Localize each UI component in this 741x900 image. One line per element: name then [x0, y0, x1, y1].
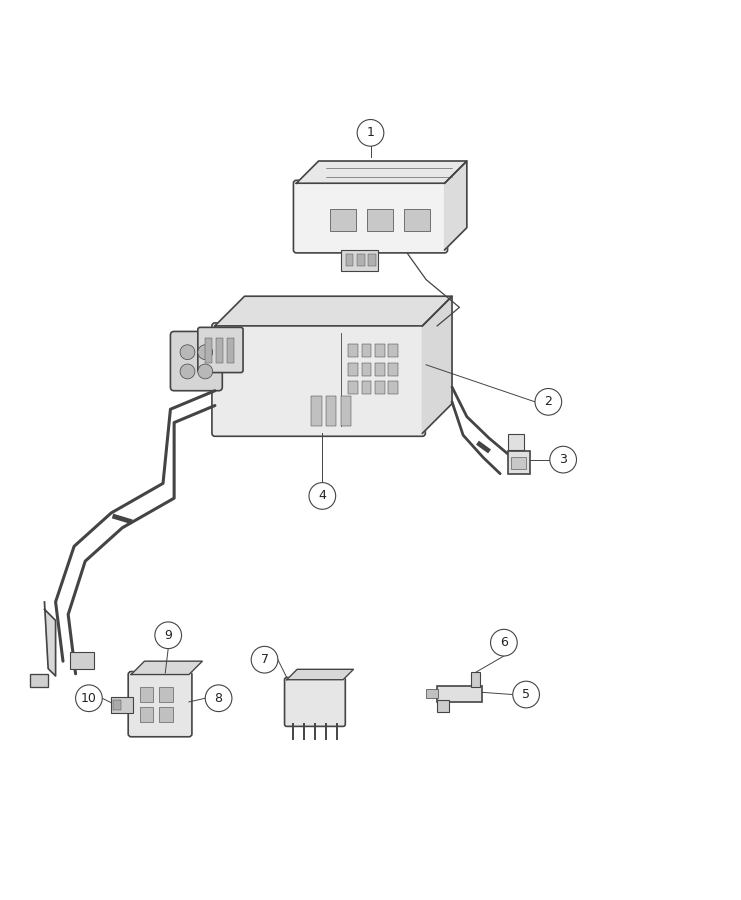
Circle shape	[198, 364, 213, 379]
Circle shape	[309, 482, 336, 509]
Bar	[362, 363, 371, 376]
Bar	[508, 452, 530, 473]
Bar	[140, 707, 153, 722]
Bar	[205, 338, 212, 363]
Bar	[216, 338, 223, 363]
Bar	[111, 697, 133, 713]
Bar	[348, 344, 358, 357]
Bar	[375, 381, 385, 394]
Bar	[326, 396, 336, 426]
Text: 4: 4	[319, 490, 326, 502]
Bar	[375, 344, 385, 357]
Circle shape	[535, 389, 562, 415]
Circle shape	[180, 364, 195, 379]
Circle shape	[205, 685, 232, 712]
Text: 3: 3	[559, 453, 567, 466]
FancyBboxPatch shape	[285, 678, 345, 726]
Bar	[508, 434, 524, 450]
Text: 2: 2	[545, 395, 552, 409]
Bar	[311, 396, 322, 426]
Text: 6: 6	[500, 636, 508, 649]
Polygon shape	[215, 296, 452, 326]
Bar	[388, 363, 398, 376]
Bar	[426, 689, 438, 698]
Bar	[368, 255, 376, 266]
Circle shape	[550, 446, 576, 473]
Bar	[227, 338, 234, 363]
Bar	[140, 687, 153, 702]
Bar	[346, 255, 353, 266]
Polygon shape	[287, 670, 353, 680]
Bar	[113, 699, 121, 710]
Bar	[159, 687, 173, 702]
Circle shape	[513, 681, 539, 708]
FancyBboxPatch shape	[128, 671, 192, 737]
Text: 5: 5	[522, 688, 530, 701]
Bar	[159, 707, 173, 722]
Bar	[367, 209, 393, 231]
FancyBboxPatch shape	[198, 328, 243, 373]
Polygon shape	[44, 602, 56, 676]
Bar	[404, 209, 430, 231]
Polygon shape	[445, 161, 467, 250]
Bar	[362, 381, 371, 394]
FancyBboxPatch shape	[212, 323, 425, 436]
Bar	[341, 250, 378, 271]
Bar	[511, 456, 526, 469]
Circle shape	[180, 345, 195, 360]
Bar	[362, 344, 371, 357]
Text: 10: 10	[81, 692, 97, 705]
Circle shape	[251, 646, 278, 673]
Bar	[348, 381, 358, 394]
Bar	[437, 700, 449, 712]
Circle shape	[198, 345, 213, 360]
Polygon shape	[296, 161, 467, 184]
Bar	[330, 209, 356, 231]
Polygon shape	[422, 296, 452, 433]
Bar	[348, 363, 358, 376]
Circle shape	[76, 685, 102, 712]
Bar	[375, 363, 385, 376]
Circle shape	[357, 120, 384, 146]
Text: 7: 7	[261, 653, 268, 666]
Text: 8: 8	[215, 692, 222, 705]
Bar	[388, 344, 398, 357]
Bar	[70, 652, 94, 669]
Bar	[30, 674, 48, 687]
Bar	[471, 672, 480, 687]
Text: 9: 9	[165, 629, 172, 642]
Bar	[341, 396, 351, 426]
Polygon shape	[131, 662, 202, 674]
FancyBboxPatch shape	[293, 180, 448, 253]
FancyBboxPatch shape	[170, 331, 222, 391]
Text: 1: 1	[367, 126, 374, 140]
Bar	[437, 686, 482, 702]
Bar	[357, 255, 365, 266]
Bar	[388, 381, 398, 394]
Circle shape	[155, 622, 182, 649]
Circle shape	[491, 629, 517, 656]
